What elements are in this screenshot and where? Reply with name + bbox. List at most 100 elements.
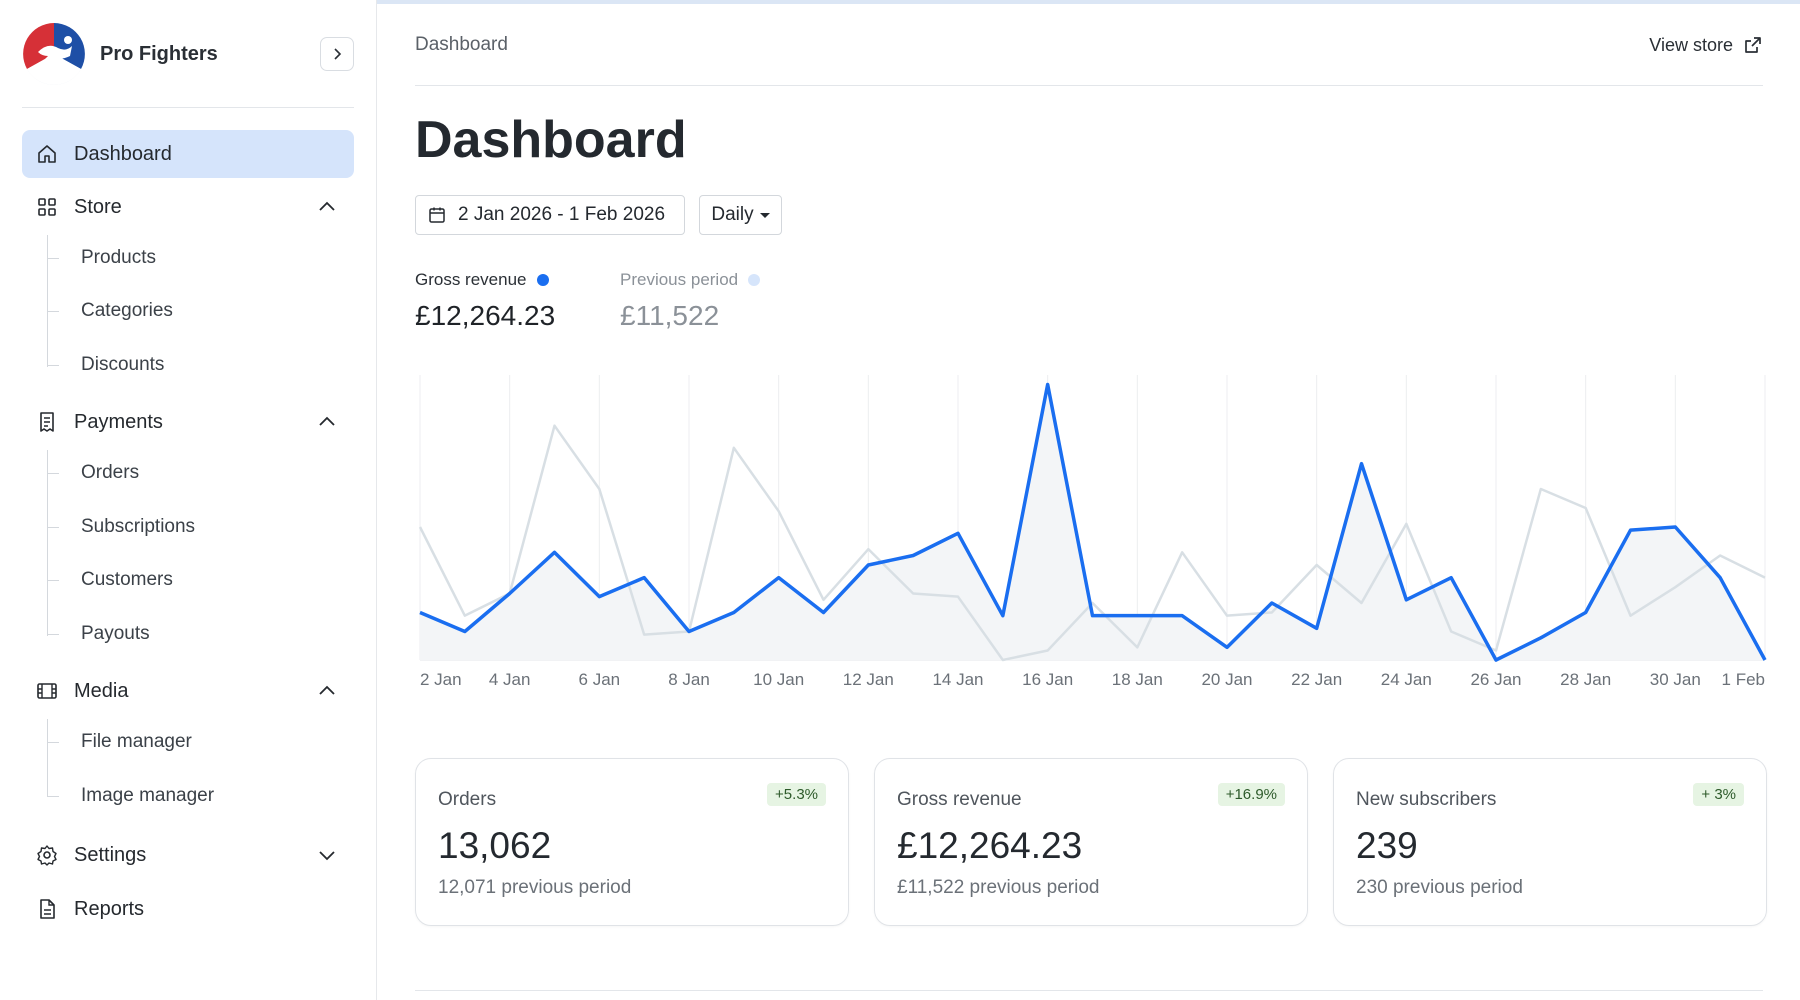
series-line-previous-period bbox=[418, 424, 1766, 662]
document-icon bbox=[36, 898, 58, 920]
metric-previous-value: £11,522 bbox=[620, 300, 720, 331]
chevron-up-icon bbox=[319, 416, 335, 426]
card-previous: 230 previous period bbox=[1356, 877, 1523, 898]
home-icon bbox=[36, 143, 58, 165]
subitem-label: Customers bbox=[81, 569, 173, 590]
metric-current: Gross revenue £12,264.23 bbox=[415, 270, 555, 332]
main-header: Dashboard View store bbox=[415, 28, 1763, 62]
sidebar-divider bbox=[22, 107, 354, 108]
period-select[interactable]: Daily bbox=[699, 195, 782, 235]
sidebar-subitem-orders[interactable]: Orders bbox=[47, 453, 139, 493]
metric-current-label: Gross revenue bbox=[415, 270, 527, 289]
x-tick-label: 16 Jan bbox=[1022, 670, 1073, 689]
x-tick-label: 30 Jan bbox=[1650, 670, 1701, 689]
sidebar-item-label: Store bbox=[74, 195, 122, 218]
subitem-label: File manager bbox=[81, 731, 192, 752]
stat-card-new-subscribers[interactable]: New subscribers + 3% 239 230 previous pe… bbox=[1333, 758, 1767, 926]
x-tick-label: 26 Jan bbox=[1470, 670, 1521, 689]
subitem-label: Image manager bbox=[81, 785, 215, 806]
x-tick-label: 4 Jan bbox=[489, 670, 531, 689]
page-title: Dashboard bbox=[415, 111, 687, 169]
change-badge: + 3% bbox=[1693, 783, 1744, 806]
metric-previous-label: Previous period bbox=[620, 270, 739, 289]
sidebar-subitem-file-manager[interactable]: File manager bbox=[47, 722, 192, 762]
sidebar-subitem-customers[interactable]: Customers bbox=[47, 560, 173, 600]
brand-logo bbox=[23, 23, 85, 85]
card-title: New subscribers bbox=[1356, 789, 1497, 810]
sidebar-item-payments[interactable]: Payments bbox=[22, 398, 354, 446]
metric-current-value: £12,264.23 bbox=[415, 300, 556, 331]
tree-line bbox=[47, 235, 48, 367]
subitem-label: Orders bbox=[81, 462, 140, 483]
change-badge: +16.9% bbox=[1217, 783, 1285, 806]
x-tick-label: 1 Feb bbox=[1722, 670, 1765, 689]
stat-card-orders[interactable]: Orders +5.3% 13,062 12,071 previous peri… bbox=[415, 758, 849, 926]
x-tick-label: 20 Jan bbox=[1201, 670, 1252, 689]
bottom-divider bbox=[415, 990, 1763, 991]
view-store-link[interactable]: View store bbox=[1649, 35, 1763, 56]
sidebar-item-label: Dashboard bbox=[74, 142, 172, 165]
breadcrumb[interactable]: Dashboard bbox=[415, 34, 508, 55]
gear-icon bbox=[36, 844, 58, 866]
card-previous: 12,071 previous period bbox=[438, 877, 632, 898]
x-tick-label: 22 Jan bbox=[1291, 670, 1342, 689]
x-tick-label: 24 Jan bbox=[1381, 670, 1432, 689]
sidebar-item-label: Payments bbox=[74, 410, 163, 433]
collapse-sidebar-button[interactable] bbox=[320, 37, 354, 71]
legend-dot-previous bbox=[748, 274, 761, 286]
card-value: £12,264.23 bbox=[897, 825, 1083, 866]
sidebar-item-store[interactable]: Store bbox=[22, 183, 354, 231]
x-tick-label: 2 Jan bbox=[420, 670, 462, 689]
subitem-label: Payouts bbox=[81, 623, 150, 644]
sidebar: Pro Fighters Dashboard Store Products Ca… bbox=[0, 0, 377, 1000]
date-range-picker[interactable]: 2 Jan 2026 - 1 Feb 2026 bbox=[415, 195, 685, 235]
header-divider bbox=[415, 85, 1763, 86]
caret-down-icon bbox=[759, 212, 770, 218]
card-previous: £11,522 previous period bbox=[897, 877, 1100, 898]
period-value: Daily bbox=[711, 204, 754, 225]
calendar-icon bbox=[429, 207, 445, 223]
subitem-label: Subscriptions bbox=[81, 516, 196, 537]
sidebar-subitem-categories[interactable]: Categories bbox=[47, 291, 173, 331]
x-tick-label: 6 Jan bbox=[579, 670, 621, 689]
date-range-value: 2 Jan 2026 - 1 Feb 2026 bbox=[458, 204, 666, 225]
view-store-label: View store bbox=[1649, 34, 1733, 55]
sidebar-subitem-discounts[interactable]: Discounts bbox=[47, 345, 164, 385]
subitem-label: Categories bbox=[81, 300, 173, 321]
sidebar-item-label: Settings bbox=[74, 843, 147, 866]
sidebar-subitem-image-manager[interactable]: Image manager bbox=[47, 776, 214, 816]
change-badge: +5.3% bbox=[767, 783, 826, 806]
sidebar-item-dashboard[interactable]: Dashboard bbox=[22, 130, 354, 178]
sidebar-subitem-subscriptions[interactable]: Subscriptions bbox=[47, 507, 195, 547]
series-line-gross-revenue bbox=[419, 382, 1767, 662]
top-accent-line bbox=[377, 0, 1800, 4]
brand[interactable]: Pro Fighters bbox=[22, 22, 354, 86]
revenue-chart: 2 Jan 4 Jan 6 Jan 8 Jan 10 Jan 12 Jan 14 Jan 16… bbox=[418, 375, 1767, 689]
series-area-gross-revenue bbox=[420, 384, 1765, 660]
card-title: Orders bbox=[438, 789, 497, 810]
tree-line bbox=[47, 719, 48, 797]
sidebar-item-settings[interactable]: Settings bbox=[22, 831, 354, 879]
card-title: Gross revenue bbox=[897, 789, 1022, 810]
x-tick-label: 18 Jan bbox=[1112, 670, 1163, 689]
sidebar-subitem-payouts[interactable]: Payouts bbox=[47, 614, 150, 654]
subitem-label: Discounts bbox=[81, 354, 165, 375]
x-tick-label: 14 Jan bbox=[932, 670, 983, 689]
sidebar-item-label: Reports bbox=[74, 897, 145, 920]
tree-line bbox=[47, 450, 48, 636]
sidebar-item-reports[interactable]: Reports bbox=[22, 885, 354, 933]
legend-dot-current bbox=[536, 274, 549, 286]
chevron-up-icon bbox=[319, 685, 335, 695]
film-icon bbox=[36, 680, 58, 702]
chevron-right-icon bbox=[334, 48, 342, 60]
grid-icon bbox=[36, 196, 58, 218]
sidebar-item-media[interactable]: Media bbox=[22, 667, 354, 715]
x-tick-label: 8 Jan bbox=[668, 670, 710, 689]
sidebar-subitem-products[interactable]: Products bbox=[47, 238, 156, 278]
x-tick-label: 28 Jan bbox=[1560, 670, 1611, 689]
sidebar-item-label: Media bbox=[74, 679, 129, 702]
metric-previous: Previous period £11,522 bbox=[620, 270, 761, 332]
card-value: 13,062 bbox=[438, 825, 552, 866]
stat-card-gross-revenue[interactable]: Gross revenue +16.9% £12,264.23 £11,522 … bbox=[874, 758, 1308, 926]
external-link-icon bbox=[1745, 37, 1761, 53]
